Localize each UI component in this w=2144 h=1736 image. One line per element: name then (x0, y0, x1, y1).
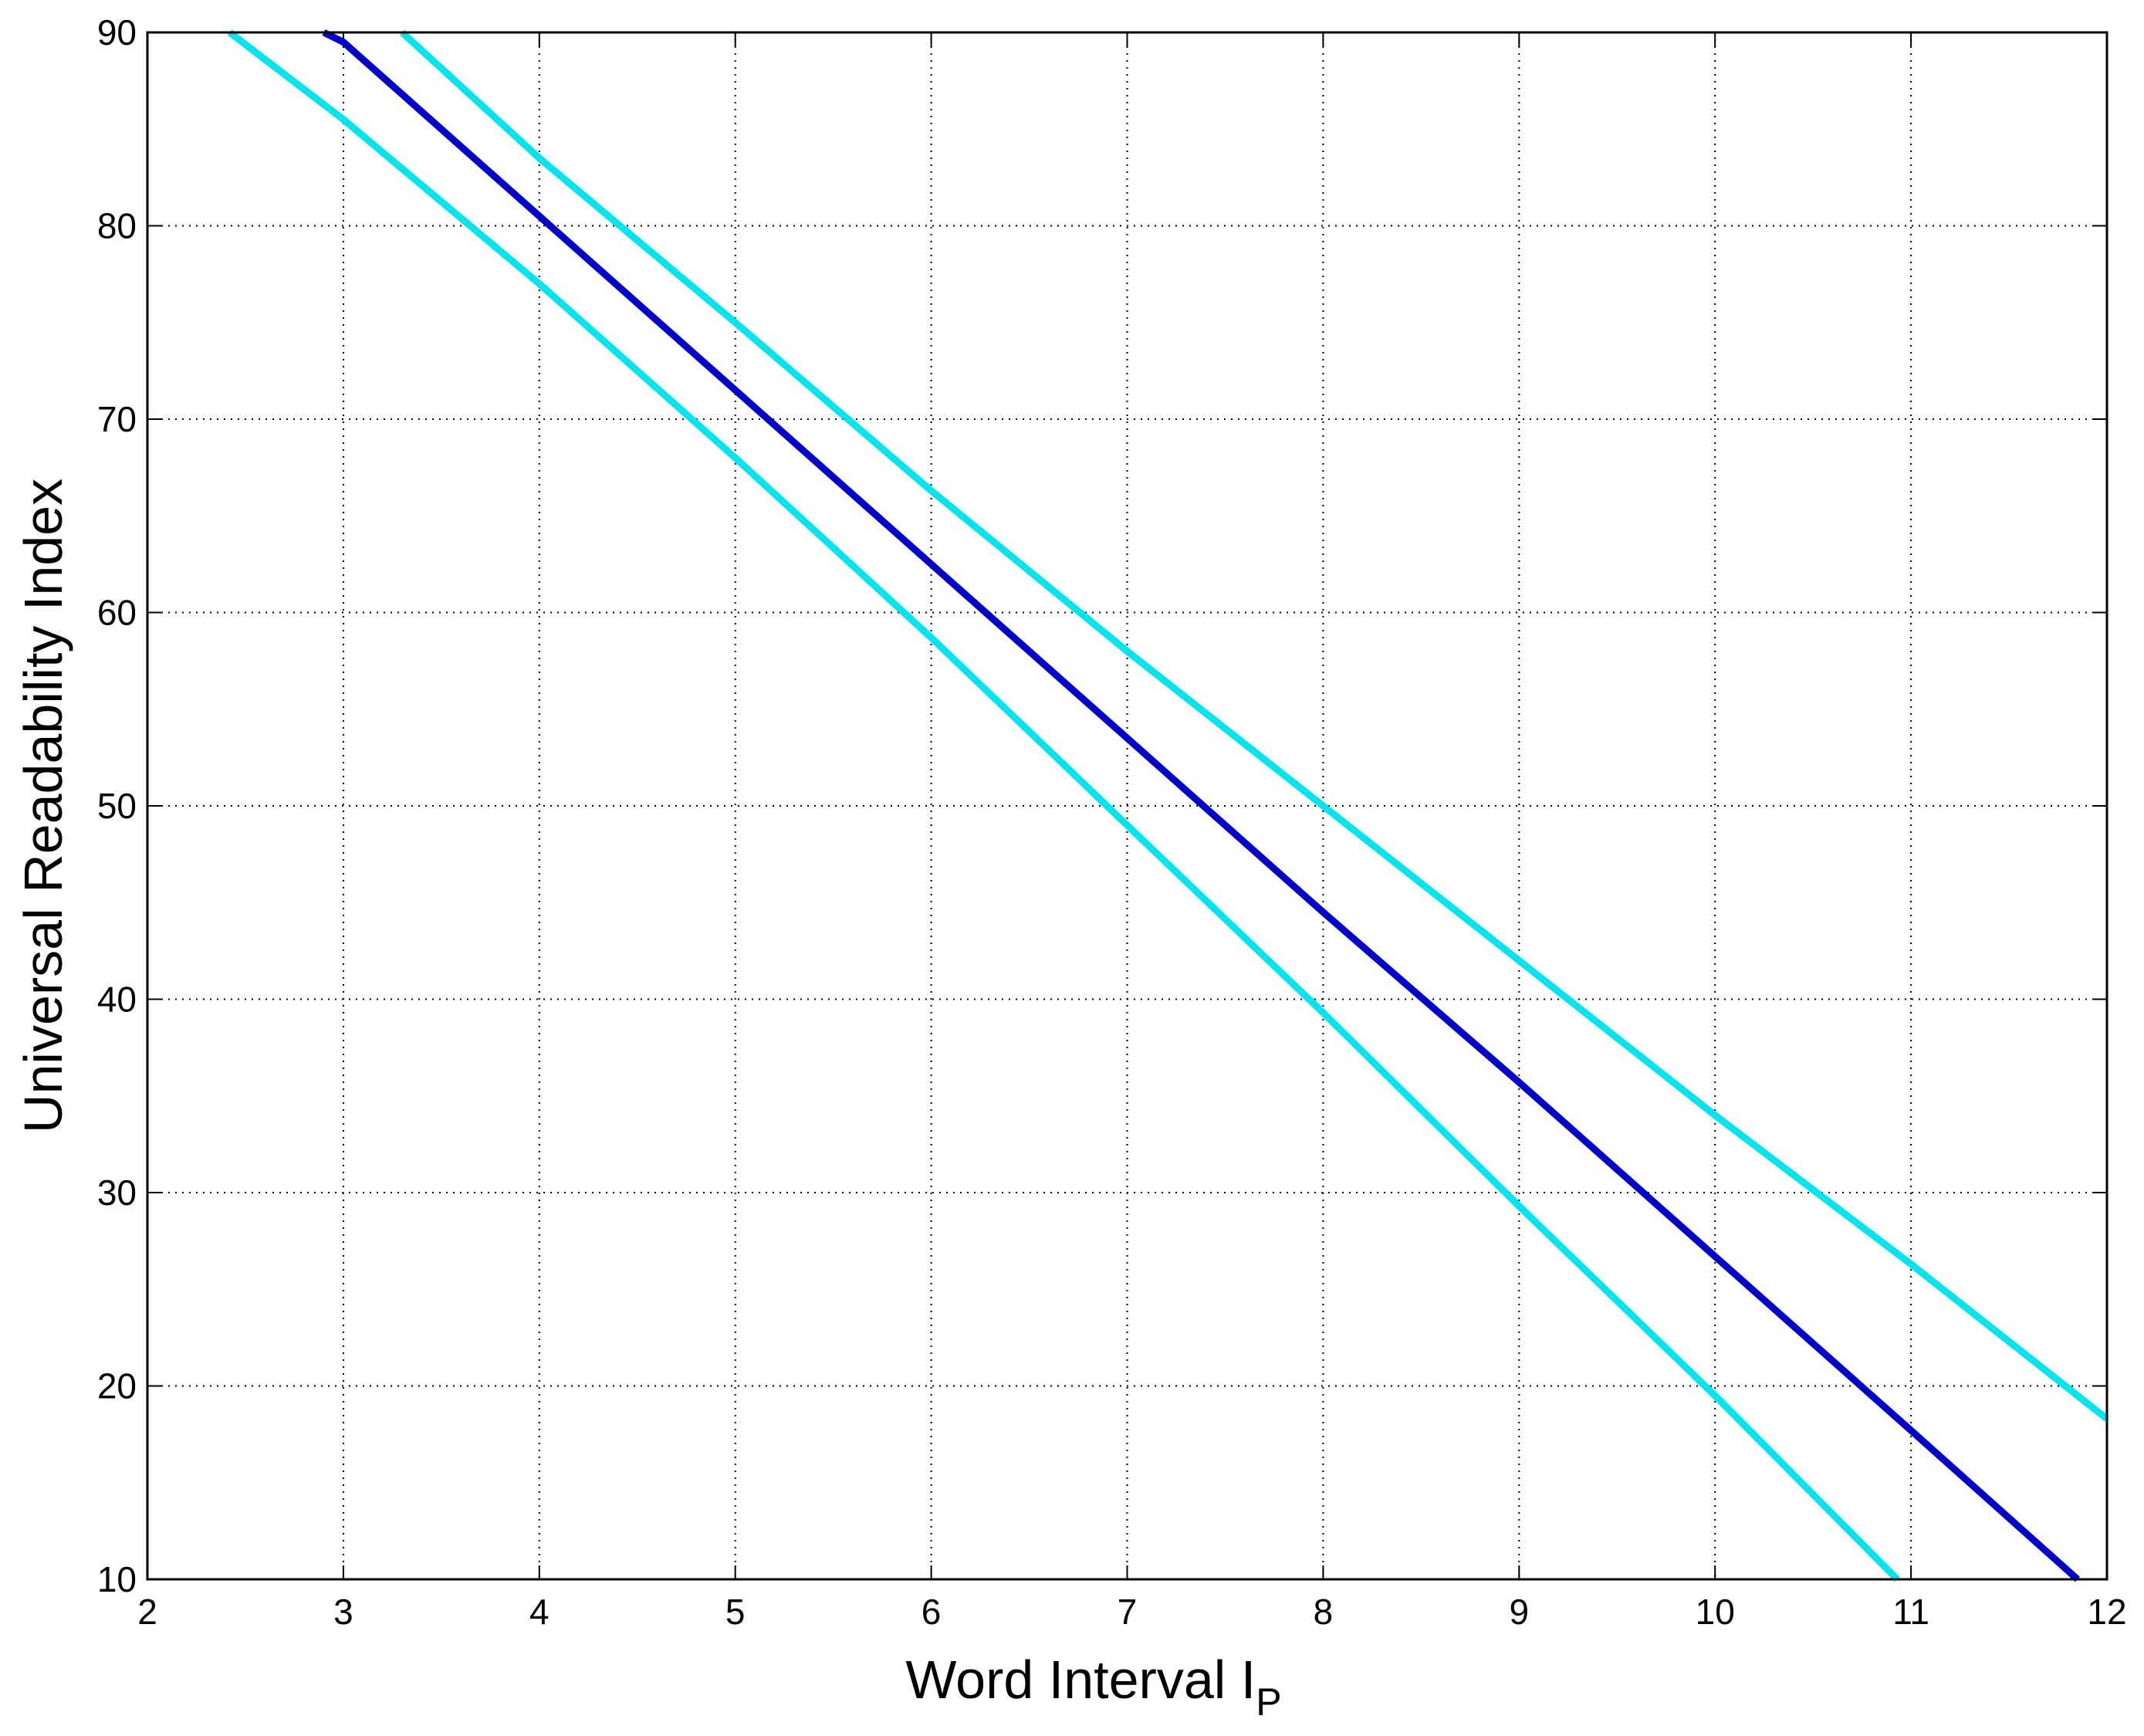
x-tick-label: 11 (1892, 1592, 1929, 1632)
y-tick-label: 60 (97, 593, 137, 633)
x-axis-label: Word Interval IP (905, 1650, 1281, 1724)
series-line (227, 29, 1900, 1582)
x-tick-label: 9 (1510, 1592, 1530, 1632)
y-tick-label: 30 (97, 1173, 137, 1213)
plot-frame (146, 31, 2108, 1581)
x-label-subscript: P (1256, 1680, 1281, 1724)
y-axis-label: Universal Readability Index (13, 479, 73, 1133)
x-tick-label: 5 (725, 1592, 746, 1632)
y-tick-label: 80 (97, 206, 137, 246)
x-tick-label: 2 (137, 1592, 157, 1632)
y-tick-label: 50 (97, 786, 137, 826)
x-tick-label: 6 (922, 1592, 942, 1632)
x-tick-label: 4 (529, 1592, 550, 1632)
series-line (322, 29, 2080, 1582)
x-tick-label: 10 (1696, 1592, 1735, 1632)
y-tick-label: 90 (97, 12, 137, 52)
x-tick-label: 8 (1314, 1592, 1334, 1632)
y-tick-label: 40 (97, 980, 137, 1020)
y-tick-label: 10 (97, 1559, 137, 1599)
y-tick-label: 20 (97, 1366, 137, 1406)
x-tick-label: 7 (1118, 1592, 1138, 1632)
y-tick-label: 70 (97, 399, 137, 439)
x-tick-label: 12 (2087, 1592, 2126, 1632)
x-tick-label: 3 (333, 1592, 353, 1632)
x-label-main: Word Interval I (905, 1650, 1256, 1710)
series-line (400, 29, 2109, 1422)
